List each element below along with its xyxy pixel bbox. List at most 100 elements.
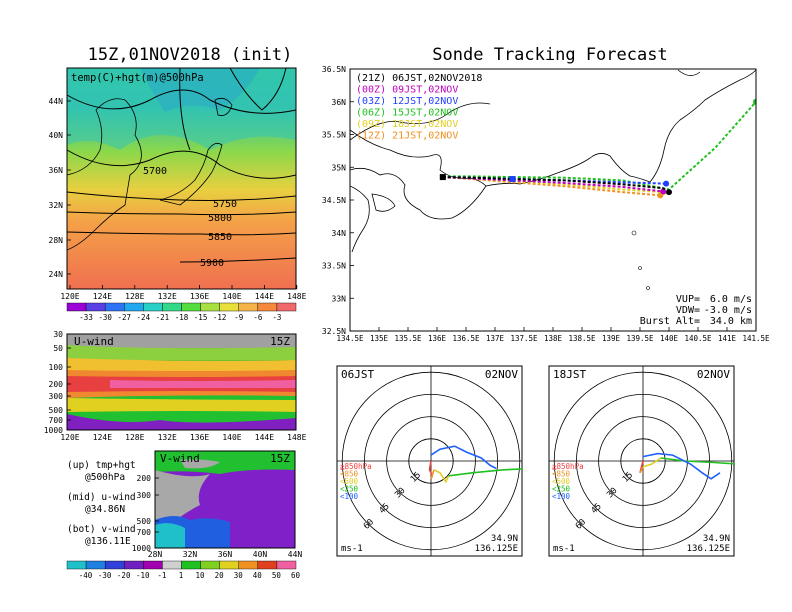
uwind-band-60 — [110, 380, 296, 388]
lon-tick-label: 141.5E — [742, 334, 770, 343]
vwind-near-zero — [155, 470, 210, 530]
colorbar-label: -15 — [194, 313, 208, 322]
colorbar-label: -6 — [253, 313, 263, 322]
vwind-near-zero-2 — [180, 459, 220, 469]
hodograph-unit: ms-1 — [553, 544, 575, 554]
contour-5800 — [66, 211, 297, 216]
coast-kanto — [649, 69, 756, 183]
lon-tick-label: 124E — [93, 433, 112, 442]
hodograph-trace — [642, 457, 662, 468]
landing-point — [753, 98, 756, 105]
pressure-tick-label: 50 — [53, 344, 63, 353]
lat-tick-label: 24N — [49, 270, 64, 279]
lon-tick-label: 140E — [222, 433, 241, 442]
lat-tick-label: 40N — [253, 550, 268, 559]
coast-tokai — [485, 153, 651, 187]
lon-tick-label: 128E — [125, 292, 144, 301]
vwind-label: V-wind — [160, 452, 200, 465]
hodograph-trace — [430, 445, 497, 470]
lon-tick-label: 148E — [287, 292, 306, 301]
landing-point — [666, 189, 672, 196]
colorbar-swatch — [66, 302, 87, 312]
legend-entry: (12Z) 21JST,02NOV — [356, 131, 458, 142]
note-line-1: (mid) u-wind — [67, 492, 136, 503]
colorbar-swatch — [143, 560, 163, 570]
map-500-ticks: 44N 40N 36N 32N 28N 24N 120E 124E 128E 132E 136E 14… — [49, 97, 307, 301]
hodograph-time: 18JST — [553, 368, 586, 381]
colorbar-500hpa: -33 -30 -27 -24 -21 -18 -15 -12 -9 -6 -3 — [66, 302, 297, 322]
level-legend: <500 — [552, 477, 571, 486]
param-label: VUP= — [676, 294, 700, 305]
contour-5700 — [66, 149, 297, 179]
colorbar-label: -18 — [175, 313, 189, 322]
lon-tick-label: 140E — [660, 334, 679, 343]
colorbar-label: -30 — [98, 571, 112, 580]
landing-point — [663, 180, 670, 187]
tracking-params: VUP= 6.0 m/s VDW= -3.0 m/s Burst Alt= 34.0 km — [640, 294, 752, 327]
contour-low — [229, 67, 287, 111]
hodograph-trace — [660, 457, 734, 465]
lon-tick-label: 139.5E — [626, 334, 654, 343]
pressure-tick-label: 300 — [137, 491, 152, 500]
lon-tick-label: 140E — [222, 292, 241, 301]
param-value: 6.0 m/s — [710, 294, 752, 305]
contour-label: 5900 — [200, 258, 224, 269]
colorbar-swatch — [200, 302, 220, 312]
pressure-tick-label: 700 — [137, 528, 152, 537]
level-legend: ≧850hPa — [552, 462, 584, 471]
colorbar-label: -10 — [136, 571, 150, 580]
pressure-tick-label: 1000 — [44, 426, 63, 435]
lat-tick-label: 32.5N — [322, 327, 346, 336]
pressure-tick-label: 200 — [49, 380, 64, 389]
lon-tick-label: 144E — [255, 292, 274, 301]
island-3 — [646, 286, 650, 290]
colorbar-label: -1 — [157, 571, 166, 580]
colorbar-swatch — [181, 560, 201, 570]
lat-tick-label: 28N — [148, 550, 163, 559]
colorbar-swatch — [162, 560, 182, 570]
contour-5850 — [66, 231, 297, 236]
legend-entry: (09Z) 18JST,02NOV — [356, 119, 458, 130]
hodograph-trace — [428, 460, 434, 477]
pressure-tick-label: 200 — [137, 474, 152, 483]
track-line — [442, 101, 756, 191]
lon-tick-label: 135.5E — [394, 334, 422, 343]
colorbar-swatch — [257, 560, 278, 570]
hodograph-lon: 136.125E — [687, 544, 730, 554]
coastline-hokkaido — [214, 97, 233, 116]
coast-awaji — [371, 193, 396, 212]
pressure-tick-label: 100 — [49, 363, 64, 372]
hodograph-lat: 34.9N — [491, 534, 518, 544]
lat-tick-label: 33.5N — [322, 262, 346, 271]
colorbar-label: -30 — [98, 313, 112, 322]
lon-tick-label: 139E — [602, 334, 621, 343]
coastline-japan — [159, 142, 223, 206]
contour-label: 5700 — [143, 166, 167, 177]
hodograph-unit: ms-1 — [341, 544, 363, 554]
colorbar-label: -40 — [79, 571, 93, 580]
tracking-legend: (21Z) 06JST,02NOV2018(00Z) 09JST,02NOV(0… — [356, 73, 482, 142]
legend-entry: (00Z) 09JST,02NOV — [356, 85, 458, 96]
lon-tick-label: 136.5E — [452, 334, 480, 343]
lon-tick-label: 120E — [60, 292, 79, 301]
lon-tick-label: 141E — [718, 334, 737, 343]
lon-tick-label: 136E — [190, 433, 209, 442]
hodograph-time: 06JST — [341, 368, 374, 381]
hodograph-trace — [642, 452, 721, 480]
panel-notes: (up) tmp+hgt@500hPa (mid) u-wind@34.86N (b… — [67, 460, 136, 547]
legend-entry: (06Z) 15JST,02NOV — [356, 108, 458, 119]
lat-tick-label: 36N — [218, 550, 233, 559]
track-line — [442, 176, 670, 193]
note-line-1: (up) tmp+hgt — [67, 460, 136, 471]
colorbar-swatch — [124, 302, 144, 312]
lon-tick-label: 132E — [158, 292, 177, 301]
colorbar-label: -24 — [137, 313, 151, 322]
lon-tick-label: 138.5E — [568, 334, 596, 343]
contour-5750 — [66, 191, 297, 201]
uwind-upper-negative — [67, 334, 296, 348]
pressure-tick-label: 1000 — [132, 544, 151, 553]
